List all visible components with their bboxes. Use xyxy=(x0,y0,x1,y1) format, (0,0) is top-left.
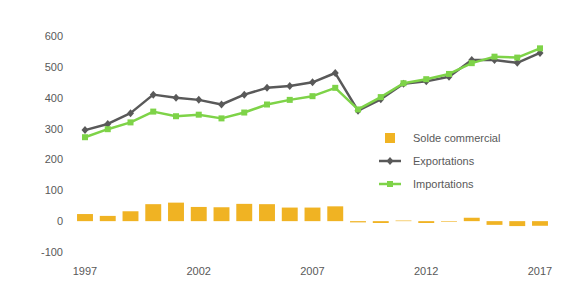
marker xyxy=(173,113,179,119)
marker xyxy=(400,80,407,88)
marker xyxy=(173,94,180,102)
marker xyxy=(150,91,157,99)
marker xyxy=(446,71,452,77)
bar xyxy=(532,221,548,226)
bar xyxy=(123,211,139,221)
marker xyxy=(218,101,225,109)
marker xyxy=(387,157,394,165)
marker xyxy=(355,106,361,112)
marker xyxy=(195,96,202,104)
x-tick-label: 2002 xyxy=(187,265,211,277)
bar xyxy=(441,221,457,223)
legend-swatch xyxy=(385,133,395,143)
marker xyxy=(196,112,202,118)
marker xyxy=(492,54,498,60)
x-tick-label: 2017 xyxy=(528,265,552,277)
marker xyxy=(469,60,475,66)
marker xyxy=(219,115,225,121)
marker xyxy=(537,45,543,51)
marker xyxy=(82,126,89,134)
marker xyxy=(423,76,429,82)
marker xyxy=(127,109,134,117)
series-bar xyxy=(77,203,548,226)
legend-label: Importations xyxy=(413,178,474,190)
marker xyxy=(264,102,270,108)
y-tick xyxy=(66,128,69,129)
marker xyxy=(105,126,111,132)
bar xyxy=(236,204,252,221)
legend-label: Solde commercial xyxy=(413,132,500,144)
x-tick-label: 2012 xyxy=(414,265,438,277)
y-tick-label: -100 xyxy=(41,246,63,258)
marker xyxy=(309,78,316,86)
bar xyxy=(487,221,503,225)
bar xyxy=(396,220,412,222)
bar xyxy=(145,204,161,221)
bar xyxy=(464,218,480,221)
bar xyxy=(259,204,275,221)
y-tick xyxy=(66,97,69,98)
marker xyxy=(286,82,293,90)
series-line xyxy=(82,49,544,134)
y-tick xyxy=(66,190,69,191)
y-tick xyxy=(66,66,69,67)
y-tick-label: 400 xyxy=(45,92,63,104)
bar xyxy=(350,221,366,222)
marker xyxy=(332,85,338,91)
marker xyxy=(514,55,520,61)
marker xyxy=(355,107,362,115)
plot-area xyxy=(77,45,548,226)
y-tick xyxy=(66,159,69,160)
y-tick xyxy=(66,252,69,253)
bar xyxy=(168,203,184,222)
y-tick xyxy=(66,221,69,222)
bar xyxy=(305,208,321,222)
marker xyxy=(241,91,248,99)
line xyxy=(85,53,540,130)
y-tick-label: 600 xyxy=(45,30,63,42)
y-tick-label: 100 xyxy=(45,184,63,196)
legend-label: Exportations xyxy=(413,155,475,167)
y-tick-label: 0 xyxy=(57,215,63,227)
chart: -100 0 100 200 300 400 500 600 1997 2002 2007 2012 2… xyxy=(0,0,576,288)
marker xyxy=(150,109,156,115)
marker xyxy=(310,93,316,99)
y-tick-label: 300 xyxy=(45,123,63,135)
bar xyxy=(282,208,298,222)
marker xyxy=(82,134,88,140)
marker xyxy=(241,110,247,116)
marker xyxy=(401,80,407,86)
bar xyxy=(191,207,207,221)
bar xyxy=(509,221,525,226)
marker xyxy=(387,181,393,187)
x-tick-label: 2007 xyxy=(300,265,324,277)
y-tick-label: 500 xyxy=(45,61,63,73)
x-tick-label: 1997 xyxy=(73,265,97,277)
marker xyxy=(287,97,293,103)
bar xyxy=(418,221,434,223)
bar xyxy=(327,206,343,221)
marker xyxy=(332,69,339,77)
bar xyxy=(214,207,230,221)
y-tick xyxy=(66,36,69,37)
bar xyxy=(77,214,93,221)
line xyxy=(85,48,540,137)
marker xyxy=(378,94,384,100)
bar xyxy=(100,216,116,221)
marker xyxy=(128,119,134,125)
marker xyxy=(264,84,271,92)
bar xyxy=(373,221,389,223)
y-tick-label: 200 xyxy=(45,153,63,165)
series-line xyxy=(82,45,543,140)
legend: Solde commercial Exportations Importations xyxy=(379,132,500,190)
